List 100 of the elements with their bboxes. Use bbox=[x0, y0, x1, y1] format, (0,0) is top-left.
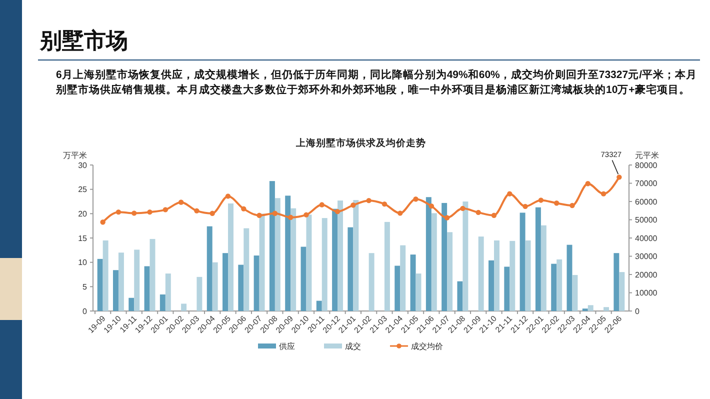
bar bbox=[196, 276, 202, 311]
y-tick-label: 0 bbox=[82, 306, 88, 316]
bar bbox=[442, 202, 448, 311]
bar bbox=[144, 266, 150, 311]
y2-tick-label: 0 bbox=[635, 306, 640, 316]
bar bbox=[462, 202, 468, 311]
bar bbox=[228, 203, 234, 311]
bar bbox=[535, 207, 541, 311]
point bbox=[147, 209, 152, 215]
point bbox=[476, 210, 481, 216]
y-tick-label: 20 bbox=[78, 209, 88, 218]
bar bbox=[619, 272, 625, 311]
bar bbox=[338, 200, 344, 311]
bar bbox=[274, 198, 280, 311]
point bbox=[554, 200, 560, 206]
point bbox=[460, 206, 466, 212]
bar bbox=[316, 300, 322, 311]
legend-label: 成交 bbox=[345, 342, 361, 351]
bar bbox=[300, 246, 306, 311]
bar bbox=[494, 240, 500, 311]
point bbox=[413, 196, 418, 202]
y-tick-label: 15 bbox=[78, 234, 88, 243]
y2-tick-label: 70000 bbox=[635, 179, 658, 188]
bar bbox=[551, 264, 557, 311]
legend-label: 成交均价 bbox=[411, 342, 443, 351]
y2-axis-title: 元平米 bbox=[635, 151, 659, 160]
point bbox=[272, 210, 278, 216]
bar bbox=[410, 254, 416, 311]
bar bbox=[384, 222, 390, 311]
bar bbox=[181, 304, 187, 311]
point bbox=[507, 191, 512, 196]
y-tick-label: 30 bbox=[78, 160, 88, 170]
y2-tick-label: 30000 bbox=[635, 252, 658, 262]
bar bbox=[306, 214, 312, 311]
point bbox=[366, 198, 372, 204]
point bbox=[256, 212, 262, 218]
bar bbox=[290, 208, 296, 311]
point bbox=[288, 214, 294, 220]
bar bbox=[368, 253, 374, 311]
bar bbox=[269, 181, 275, 311]
bar bbox=[394, 266, 400, 311]
bar bbox=[102, 240, 108, 311]
bar bbox=[478, 236, 484, 311]
point bbox=[304, 212, 309, 218]
bar bbox=[128, 298, 134, 311]
bar bbox=[134, 250, 140, 311]
bar bbox=[259, 214, 265, 311]
chart-title: 上海别墅市场供求及均价走势 bbox=[295, 137, 426, 149]
point bbox=[178, 200, 184, 205]
point bbox=[162, 207, 168, 212]
bar bbox=[520, 212, 526, 311]
point bbox=[225, 194, 231, 199]
bar bbox=[165, 274, 171, 311]
y-tick-label: 10 bbox=[78, 258, 88, 268]
bar bbox=[254, 256, 260, 311]
bar bbox=[431, 213, 437, 311]
bar bbox=[510, 240, 516, 311]
point bbox=[585, 181, 590, 186]
point bbox=[444, 215, 450, 220]
text: 6月上海别墅市场恢复供应，成交规模增长，但仍低于历年同期，同比降幅分别为49%和60%，成交均价则回升至73327元/平米；本月别墅市场供应销售规模。本月成交楼盘大多数位于郊环外和外郊环地段，唯一中外环项目是杨浦区新江湾城板块的10万+豪宅项目。 bbox=[55, 68, 697, 96]
bar bbox=[400, 245, 406, 311]
bar bbox=[206, 226, 212, 311]
bar bbox=[160, 294, 166, 311]
y-tick-label: 5 bbox=[82, 282, 88, 292]
bar bbox=[504, 266, 510, 311]
point bbox=[241, 206, 246, 212]
legend-label: 供应 bbox=[279, 342, 295, 351]
y2-tick-label: 50000 bbox=[635, 216, 658, 225]
bar bbox=[353, 200, 359, 311]
point bbox=[522, 204, 528, 210]
y2-tick-label: 40000 bbox=[635, 234, 658, 243]
bar bbox=[322, 218, 328, 311]
bar bbox=[416, 274, 422, 311]
bar bbox=[604, 307, 610, 311]
y2-tick-label: 10000 bbox=[635, 288, 658, 298]
point bbox=[538, 198, 544, 203]
bar bbox=[614, 253, 620, 311]
text: 别墅市场 bbox=[39, 28, 128, 53]
bar bbox=[588, 305, 594, 311]
point bbox=[616, 174, 622, 180]
y2-tick-label: 80000 bbox=[635, 160, 658, 170]
y-tick-label: 25 bbox=[78, 185, 88, 194]
point bbox=[210, 210, 215, 216]
bar bbox=[222, 253, 228, 311]
point bbox=[116, 209, 122, 215]
bar bbox=[488, 260, 494, 311]
bar bbox=[212, 262, 218, 311]
point bbox=[194, 208, 200, 214]
bar bbox=[348, 227, 354, 311]
bar bbox=[244, 228, 250, 311]
bar bbox=[540, 225, 546, 311]
bar bbox=[447, 232, 453, 311]
bar bbox=[572, 274, 578, 311]
bar bbox=[118, 252, 124, 311]
bar bbox=[97, 258, 103, 311]
y2-tick-label: 20000 bbox=[635, 270, 658, 280]
point bbox=[334, 208, 340, 214]
point bbox=[350, 202, 356, 208]
y2-tick-label: 60000 bbox=[635, 197, 658, 206]
bar bbox=[238, 264, 244, 311]
